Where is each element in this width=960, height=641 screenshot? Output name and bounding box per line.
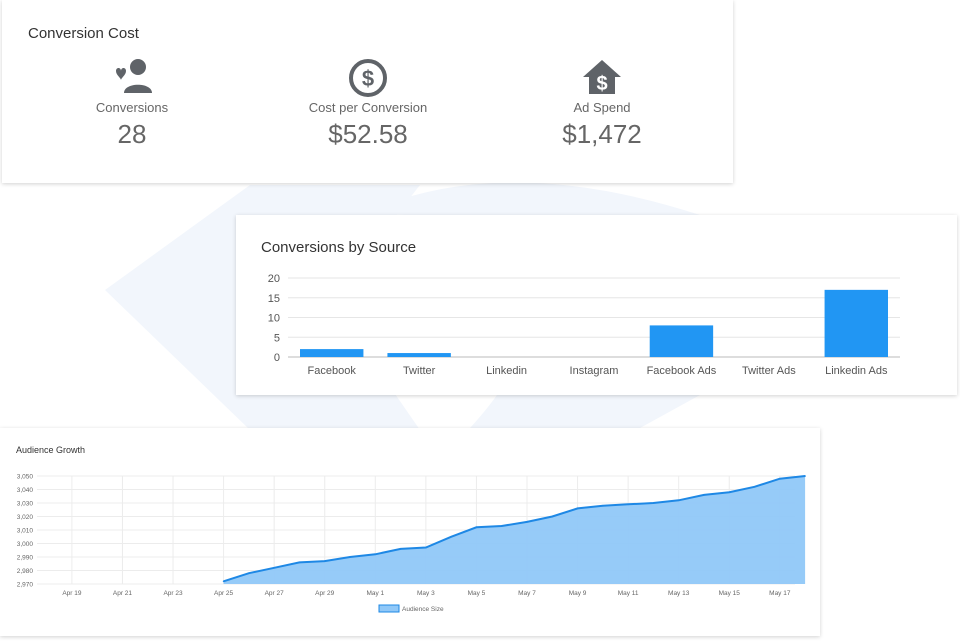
x-tick-label: Apr 23	[163, 590, 183, 597]
x-tick-label: May 3	[417, 590, 435, 597]
x-tick-label: Apr 21	[113, 590, 133, 597]
y-tick-label: 0	[274, 352, 280, 364]
data-point	[753, 486, 756, 488]
kpi-value: $52.58	[328, 119, 408, 149]
kpi-conversions: Conversions 28	[32, 58, 232, 150]
x-tick-label: Apr 25	[214, 590, 234, 597]
x-tick-label: May 1	[366, 590, 384, 597]
audience-growth-card: Audience Growth 2,970 2,980 2,990 3,000 3,01…	[0, 428, 820, 636]
y-tick-label: 2,970	[17, 582, 34, 589]
data-point	[703, 494, 705, 496]
x-tick-label: May 7	[518, 590, 536, 597]
data-point	[602, 504, 604, 507]
kpi-cost-per-conversion: $ Cost per Conversion $52.58	[268, 58, 468, 150]
y-tick-label: 3,030	[17, 501, 34, 508]
data-point	[526, 521, 528, 523]
bar-facebook-ads	[649, 325, 714, 357]
x-tick-label: Twitter	[403, 365, 436, 377]
data-point	[804, 475, 806, 477]
legend-swatch	[378, 604, 400, 613]
data-point	[399, 548, 402, 550]
data-point	[576, 507, 579, 510]
bar-twitter	[387, 353, 451, 357]
area-chart: 2,970 2,980 2,990 3,000 3,010 3,020 3,030 3,040…	[17, 474, 806, 613]
data-point	[298, 561, 301, 564]
y-tick-label: 10	[268, 313, 280, 325]
data-point	[273, 567, 275, 569]
data-point	[677, 499, 680, 502]
x-tick-label: Facebook Ads	[647, 365, 717, 377]
y-tick-label: 3,040	[17, 487, 34, 494]
data-point	[323, 560, 326, 562]
y-tick-label: 3,020	[17, 514, 34, 521]
data-point	[551, 515, 554, 518]
y-tick-label: 20	[268, 273, 280, 285]
data-point	[349, 556, 351, 558]
bar-facebook	[300, 349, 364, 357]
x-tick-label: May 9	[569, 590, 587, 597]
card-title: Conversion Cost	[28, 25, 139, 42]
data-point	[222, 580, 225, 583]
x-tick-label: May 17	[769, 590, 791, 597]
conversion-cost-card: Conversion Cost Conversions 28 $ Cost pe…	[2, 0, 733, 183]
x-tick-label: May 5	[468, 590, 486, 597]
legend-label: Audience Size	[402, 606, 444, 613]
kpi-ad-spend: $ Ad Spend $1,472	[502, 58, 702, 150]
chart-title: Audience Growth	[16, 445, 86, 455]
heart-person-icon	[32, 58, 232, 98]
data-point	[728, 491, 731, 493]
dollar-circle-icon: $	[268, 58, 468, 98]
kpi-value: $1,472	[562, 119, 642, 149]
y-tick-label: 2,980	[17, 568, 34, 575]
x-tick-label: Linkedin	[486, 365, 527, 377]
y-tick-label: 3,000	[17, 541, 34, 548]
kpi-label: Ad Spend	[573, 100, 631, 115]
y-tick-label: 15	[268, 293, 280, 305]
conversions-by-source-card: Conversions by Source 0 5 10 15 20 Facebook Tw…	[236, 215, 957, 395]
line-audience-size	[223, 475, 806, 583]
svg-text:$: $	[362, 66, 374, 91]
svg-text:$: $	[596, 73, 607, 95]
bar-chart: 0 5 10 15 20 Facebook Twitter Linkedin Instagram…	[268, 273, 900, 377]
data-point	[779, 477, 781, 480]
x-tick-label: Apr 19	[62, 590, 82, 597]
x-tick-label: Linkedin Ads	[825, 365, 888, 377]
y-tick-label: 5	[274, 332, 280, 344]
data-point	[500, 525, 503, 527]
y-tick-label: 2,990	[17, 555, 34, 562]
x-tick-label: Apr 29	[315, 590, 335, 597]
data-point	[627, 503, 629, 506]
kpi-label: Conversions	[95, 100, 169, 115]
x-tick-label: Twitter Ads	[742, 365, 796, 377]
bar-linkedin-ads	[824, 289, 888, 357]
chart-title: Conversions by Source	[261, 239, 417, 256]
x-tick-label: Instagram	[570, 365, 619, 377]
x-tick-label: May 15	[719, 590, 741, 597]
data-point	[374, 553, 377, 556]
y-tick-label: 3,010	[17, 528, 34, 535]
data-point	[475, 526, 478, 529]
x-tick-label: Apr 27	[265, 590, 285, 597]
kpi-label: Cost per Conversion	[308, 100, 428, 115]
x-tick-label: May 13	[668, 590, 690, 597]
data-point	[425, 546, 427, 549]
data-point	[450, 535, 452, 538]
dollar-house-icon: $	[502, 58, 702, 98]
kpi-value: 28	[117, 119, 147, 149]
x-tick-label: May 11	[618, 590, 639, 597]
y-tick-label: 3,050	[17, 474, 34, 481]
data-point	[652, 502, 655, 504]
data-point	[248, 572, 250, 574]
x-tick-label: Facebook	[308, 365, 357, 377]
